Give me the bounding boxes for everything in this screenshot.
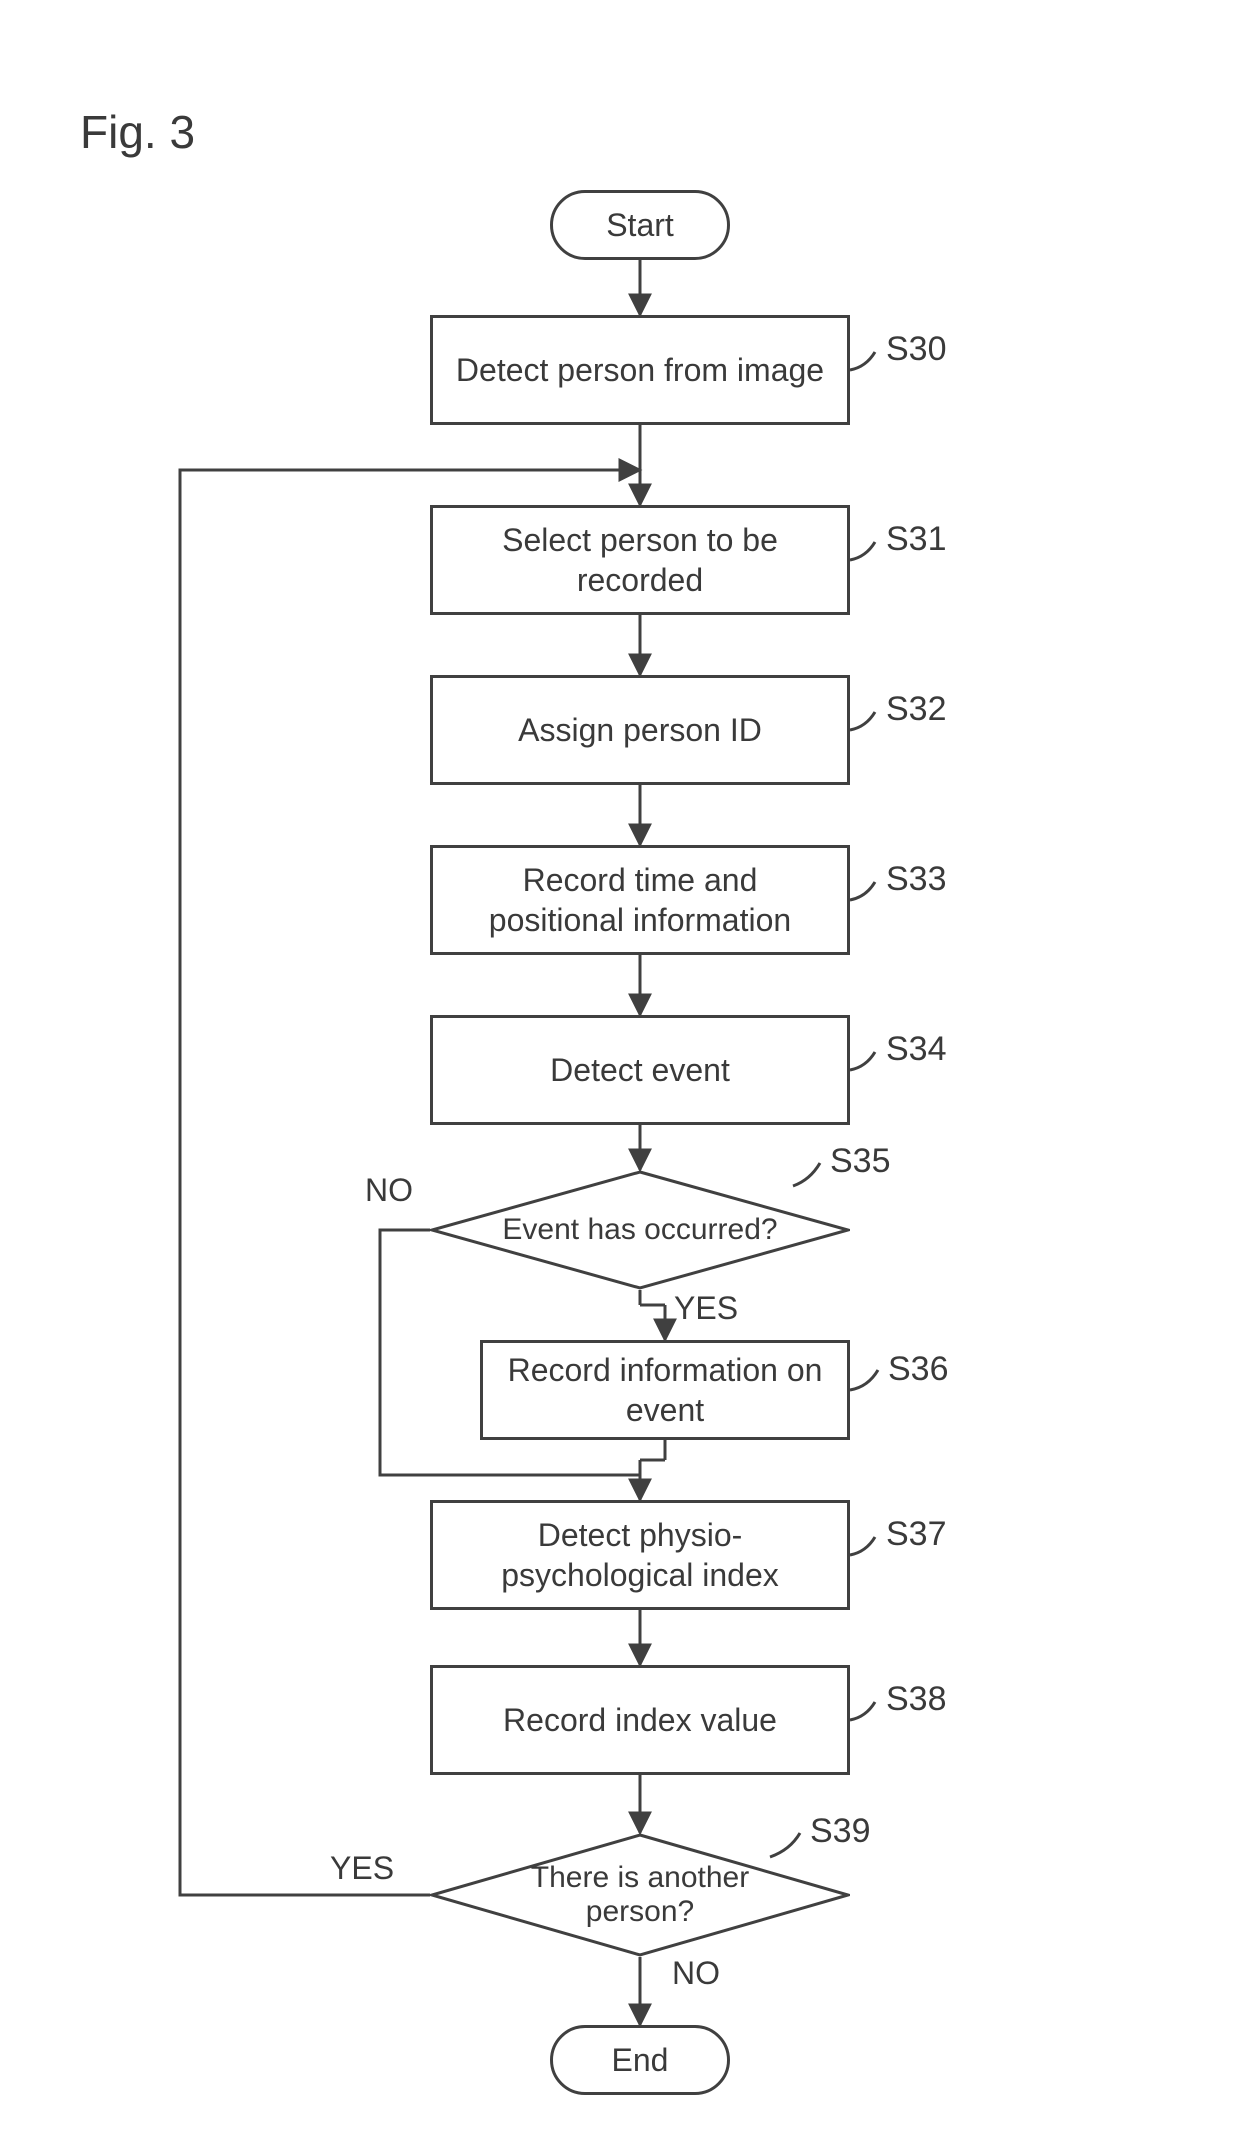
step-text: Record information on event <box>493 1350 837 1430</box>
leader <box>850 1537 875 1555</box>
decision-s35: Event has occurred? <box>430 1170 850 1290</box>
step-text: Select person to be recorded <box>443 520 837 600</box>
leader <box>850 882 875 900</box>
step-label-s34: S34 <box>886 1030 947 1069</box>
step-label-s31: S31 <box>886 520 947 559</box>
step-text: Detect person from image <box>456 350 824 390</box>
decision-s39: There is anotherperson? <box>430 1833 850 1957</box>
leader <box>850 712 875 730</box>
step-label-s37: S37 <box>886 1515 947 1554</box>
step-label-s39: S39 <box>810 1812 871 1851</box>
edge-label-d39-no: NO <box>672 1955 720 1992</box>
step-text: Assign person ID <box>518 710 762 750</box>
step-label-s30: S30 <box>886 330 947 369</box>
step-text: Detect event <box>550 1050 730 1090</box>
step-label-s32: S32 <box>886 690 947 729</box>
figure-label: Fig. 3 <box>80 105 195 159</box>
end-node: End <box>550 2025 730 2095</box>
edge-label-d35-no: NO <box>365 1172 413 1209</box>
leader <box>850 352 875 370</box>
step-text: Record time andpositional information <box>489 860 791 940</box>
step-s37: Detect physio-psychological index <box>430 1500 850 1610</box>
flowchart-canvas: Fig. 3 <box>0 0 1240 2149</box>
step-s33: Record time andpositional information <box>430 845 850 955</box>
edge-label-d35-yes: YES <box>674 1290 738 1327</box>
step-s38: Record index value <box>430 1665 850 1775</box>
step-text: Record index value <box>503 1700 777 1740</box>
step-label-s33: S33 <box>886 860 947 899</box>
start-node: Start <box>550 190 730 260</box>
step-s30: Detect person from image <box>430 315 850 425</box>
step-s34: Detect event <box>430 1015 850 1125</box>
step-text: Detect physio-psychological index <box>443 1515 837 1595</box>
step-label-s35: S35 <box>830 1142 891 1181</box>
end-label: End <box>612 2042 669 2079</box>
edge-label-d39-yes: YES <box>330 1850 394 1887</box>
leader <box>850 1052 875 1070</box>
step-s36: Record information on event <box>480 1340 850 1440</box>
leader <box>850 542 875 560</box>
step-s32: Assign person ID <box>430 675 850 785</box>
step-s31: Select person to be recorded <box>430 505 850 615</box>
leader <box>850 1370 878 1390</box>
leader <box>850 1702 875 1720</box>
start-label: Start <box>606 207 674 244</box>
step-label-s38: S38 <box>886 1680 947 1719</box>
step-label-s36: S36 <box>888 1350 949 1389</box>
